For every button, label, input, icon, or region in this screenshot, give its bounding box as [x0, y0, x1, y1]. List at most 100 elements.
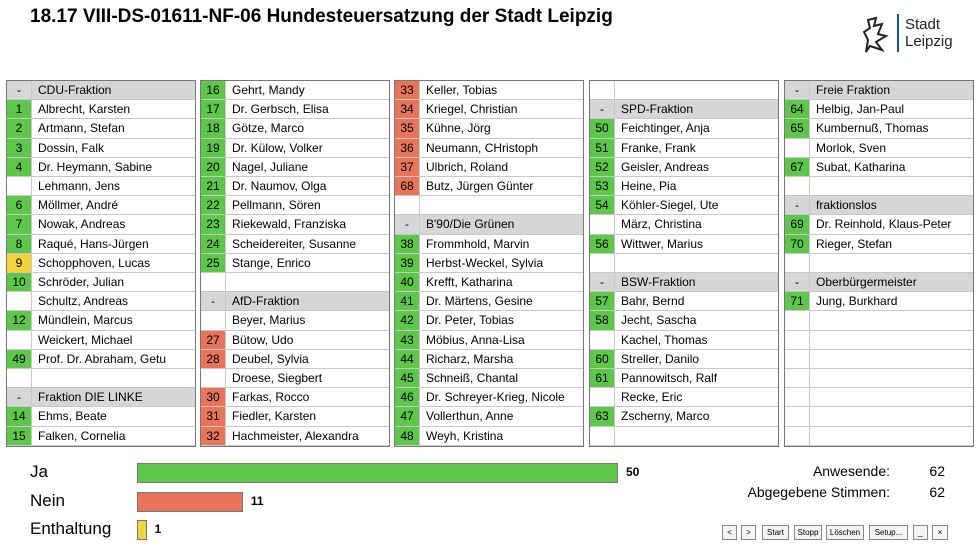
member-number: 53 [590, 177, 615, 197]
member-number: 42 [395, 311, 420, 331]
member-number: 40 [395, 273, 420, 293]
member-name: Scheidereiter, Susanne [226, 235, 389, 254]
button[interactable]: > [741, 525, 756, 540]
member-name: Prof. Dr. Abraham, Getu [32, 350, 195, 369]
member-number: 33 [395, 81, 420, 101]
empty-number [590, 253, 615, 273]
button[interactable]: Setup... [869, 525, 908, 540]
member-name: Feichtinger, Anja [615, 119, 778, 139]
empty-number [7, 369, 32, 389]
member-name: Pellmann, Sören [226, 196, 389, 216]
member-name: Gehrt, Mandy [226, 81, 389, 101]
member-name: Kühne, Jörg [420, 119, 583, 139]
member-number [590, 330, 615, 350]
button[interactable]: × [932, 525, 948, 540]
stat-label: Anwesende: [812, 463, 890, 479]
empty-number [785, 253, 810, 273]
group-marker: - [590, 100, 615, 120]
stat-value: 62 [929, 484, 945, 500]
member-name: Helbig, Jan-Paul [810, 100, 973, 120]
member-number: 50 [590, 119, 615, 139]
value-label: 50 [626, 465, 640, 479]
member-name: Dr. Külow, Volker [226, 139, 389, 158]
member-number: 12 [7, 311, 32, 331]
member-number: 9 [7, 253, 32, 273]
empty-name [420, 196, 583, 216]
button[interactable]: Start [762, 525, 789, 540]
member-number: 34 [395, 100, 420, 120]
member-name: Kumbernuß, Thomas [810, 119, 973, 139]
member-name: Hachmeister, Alexandra [226, 427, 389, 446]
member-name: Herbst-Weckel, Sylvia [420, 254, 583, 273]
member-number: 31 [201, 407, 226, 427]
column: 16 Gehrt, Mandy 17 Dr. Gerbsch, Elisa 18 Götz… [200, 80, 390, 447]
bar-label: Enthaltung [30, 519, 112, 538]
member-name: Richarz, Marsha [420, 350, 583, 369]
button[interactable]: < [722, 525, 737, 540]
empty-name [810, 369, 973, 389]
member-number: 63 [590, 407, 615, 427]
member-name: Artmann, Stefan [32, 119, 195, 139]
empty-name [810, 177, 973, 197]
member-name: Zscherny, Marco [615, 407, 778, 427]
group-name: CDU-Fraktion [32, 81, 195, 101]
member-number: 22 [201, 196, 226, 216]
member-name: Dr. Schreyer-Krieg, Nicole [420, 388, 583, 408]
member-name: Deubel, Sylvia [226, 350, 389, 369]
member-number: 57 [590, 292, 615, 312]
empty-number [590, 426, 615, 446]
group-marker: - [7, 81, 32, 101]
bar [137, 491, 243, 512]
member-name: Wittwer, Marius [615, 235, 778, 254]
member-number: 18 [201, 119, 226, 139]
empty-name [32, 369, 195, 389]
member-number: 41 [395, 292, 420, 312]
member-name: Schröder, Julian [32, 273, 195, 293]
member-name: Beyer, Marius [226, 311, 389, 331]
member-name: Ulbrich, Roland [420, 158, 583, 177]
member-number: 6 [7, 196, 32, 216]
empty-name [615, 254, 778, 273]
member-name: Mündlein, Marcus [32, 311, 195, 331]
member-number: 71 [785, 292, 810, 312]
member-number [7, 292, 32, 312]
member-name: Rieger, Stefan [810, 235, 973, 254]
member-name: Dr. Heymann, Sabine [32, 158, 195, 177]
member-name: Recke, Eric [615, 388, 778, 408]
empty-number [785, 330, 810, 350]
empty-name [615, 81, 778, 101]
member-name: Dr. Gerbsch, Elisa [226, 100, 389, 120]
empty-number [395, 196, 420, 216]
empty-number [785, 177, 810, 197]
member-number: 52 [590, 157, 615, 177]
member-name: Raqué, Hans-Jürgen [32, 235, 195, 254]
member-number: 4 [7, 157, 32, 177]
value-label: 11 [250, 493, 264, 508]
member-name: Jecht, Sascha [615, 311, 778, 331]
member-number [785, 138, 810, 158]
button[interactable]: Stopp [794, 525, 822, 540]
member-name: Köhler-Siegel, Ute [615, 196, 778, 216]
stat-value: 62 [929, 463, 945, 479]
member-number: 27 [201, 330, 226, 350]
empty-name [810, 254, 973, 273]
member-name: Heine, Pia [615, 177, 778, 197]
button[interactable]: Löschen [826, 525, 864, 540]
title: 18.17 VIII-DS-01611-NF-06 Hundesteuersat… [30, 6, 613, 27]
member-number: 36 [395, 138, 420, 158]
group-marker: - [785, 196, 810, 216]
empty-number [785, 407, 810, 427]
member-number: 61 [590, 369, 615, 389]
member-number: 70 [785, 234, 810, 254]
member-name: Butz, Jürgen Günter [420, 177, 583, 197]
member-name: Schneiß, Chantal [420, 369, 583, 389]
member-name: Götze, Marco [226, 119, 389, 139]
empty-name [810, 407, 973, 427]
group-name: Oberbürgermeister [810, 273, 973, 293]
column: - SPD-Fraktion 50 Feichtinger, Anja 51 Franke… [589, 80, 779, 447]
member-number: 45 [395, 369, 420, 389]
member-number: 37 [395, 157, 420, 177]
member-name: Farkas, Rocco [226, 388, 389, 408]
button[interactable]: _ [913, 525, 928, 540]
member-number: 35 [395, 119, 420, 139]
